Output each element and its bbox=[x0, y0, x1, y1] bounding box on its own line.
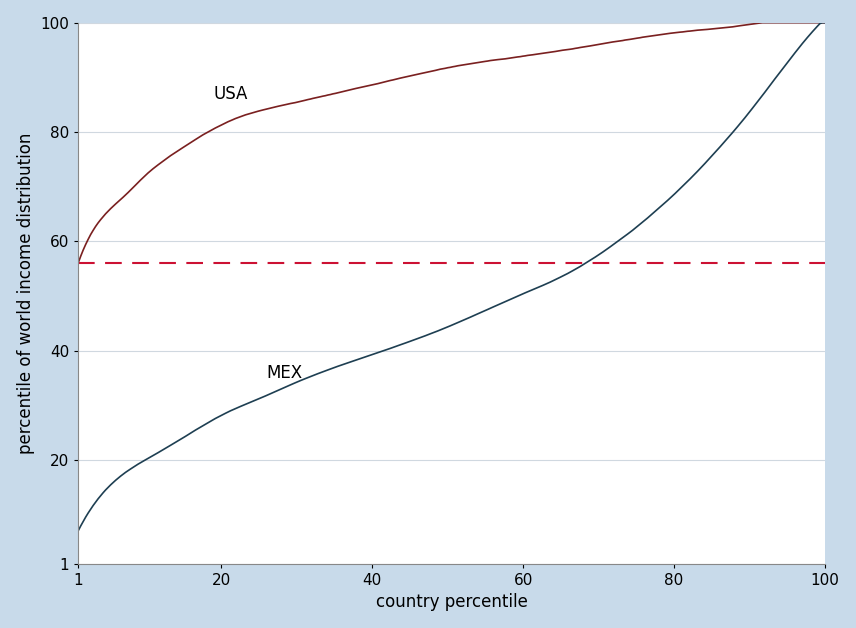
X-axis label: country percentile: country percentile bbox=[376, 593, 527, 611]
Text: MEX: MEX bbox=[267, 364, 303, 382]
Text: USA: USA bbox=[214, 85, 248, 103]
Y-axis label: percentile of world income distribution: percentile of world income distribution bbox=[16, 133, 34, 454]
